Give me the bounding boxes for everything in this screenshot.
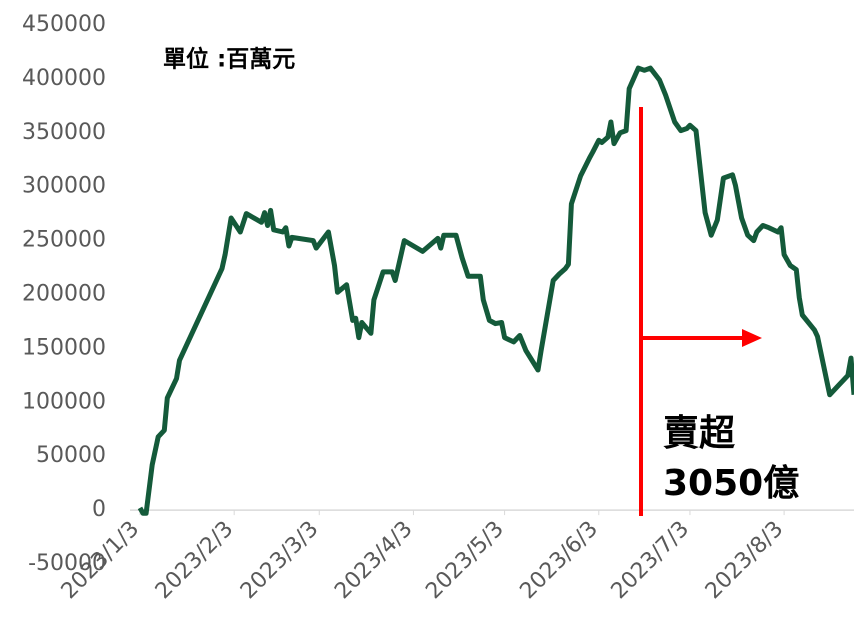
y-tick-label: 350000 [22,120,106,145]
y-tick-label: -50000 [28,551,106,576]
arrow-head [742,329,762,347]
y-tick-label: 200000 [22,282,106,307]
unit-label: 單位 :百萬元 [163,46,295,73]
x-tick-label: 2023/8/3 [701,517,789,605]
y-tick-label: 100000 [22,389,106,414]
y-tick-label: 150000 [22,335,106,360]
y-tick-label: 0 [92,497,106,522]
y-tick-label: 450000 [22,12,106,37]
x-tick-label: 2023/5/3 [421,517,509,605]
series-line [137,65,854,516]
y-tick-label: 250000 [22,228,106,253]
x-tick-label: 2023/2/3 [151,517,239,605]
x-tick-label: 2023/3/3 [236,517,324,605]
annotation-sell: 賣超 [663,413,736,454]
y-tick-label: 300000 [22,174,106,199]
y-tick-label: 400000 [22,66,106,91]
y-tick-label: 50000 [36,443,106,468]
x-tick-label: 2023/6/3 [515,517,603,605]
x-tick-label: 2023/4/3 [330,517,418,605]
x-tick-label: 2023/7/3 [607,517,695,605]
annotation-amount: 3050億 [663,463,799,504]
